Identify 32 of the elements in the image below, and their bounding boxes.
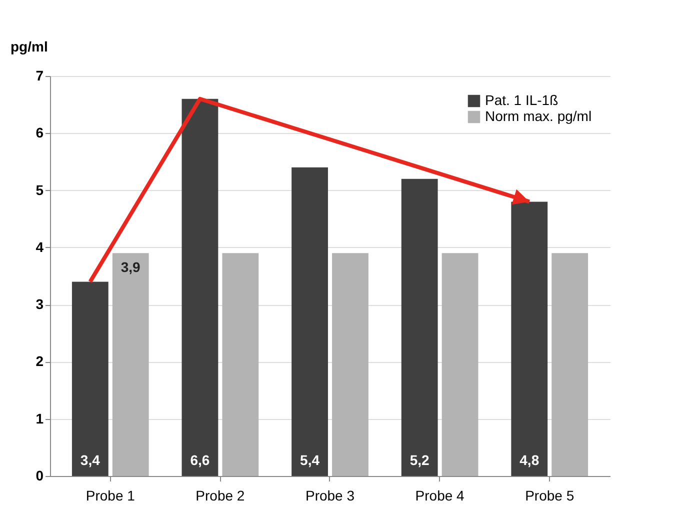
bar <box>552 253 588 476</box>
y-tick-label: 0 <box>36 468 44 484</box>
x-tick-label: Probe 1 <box>86 488 136 504</box>
data-label: 4,8 <box>520 452 540 468</box>
y-tick-label: 7 <box>36 68 44 84</box>
bar <box>222 253 259 476</box>
x-tick-label: Probe 3 <box>305 488 355 504</box>
x-tick-label: Probe 5 <box>525 488 574 504</box>
bar <box>112 253 149 476</box>
x-tick-label: Probe 2 <box>196 488 245 504</box>
y-axis-title: pg/ml <box>10 38 48 54</box>
bar <box>182 98 218 476</box>
x-tick-label: Probe 4 <box>415 488 465 504</box>
bar <box>292 167 328 476</box>
y-tick-label: 3 <box>36 296 44 312</box>
bar <box>401 178 438 476</box>
data-label: 5,4 <box>300 452 320 468</box>
data-label: 5,2 <box>410 452 430 468</box>
y-tick-label: 6 <box>36 124 44 141</box>
legend-label: Pat. 1 IL-1ß <box>485 92 558 108</box>
data-label: 3,4 <box>80 452 100 468</box>
bar <box>72 282 108 476</box>
data-label: 3,9 <box>120 259 141 276</box>
bar <box>442 253 478 476</box>
bar <box>511 202 548 476</box>
y-tick-label: 1 <box>36 410 44 426</box>
y-tick-label: 4 <box>36 238 44 255</box>
data-label: 6,6 <box>190 452 210 468</box>
y-tick-label: 5 <box>36 182 44 198</box>
bar <box>332 253 368 476</box>
y-tick-label: 2 <box>36 353 44 370</box>
legend-label: Norm max. pg/ml <box>485 108 592 124</box>
